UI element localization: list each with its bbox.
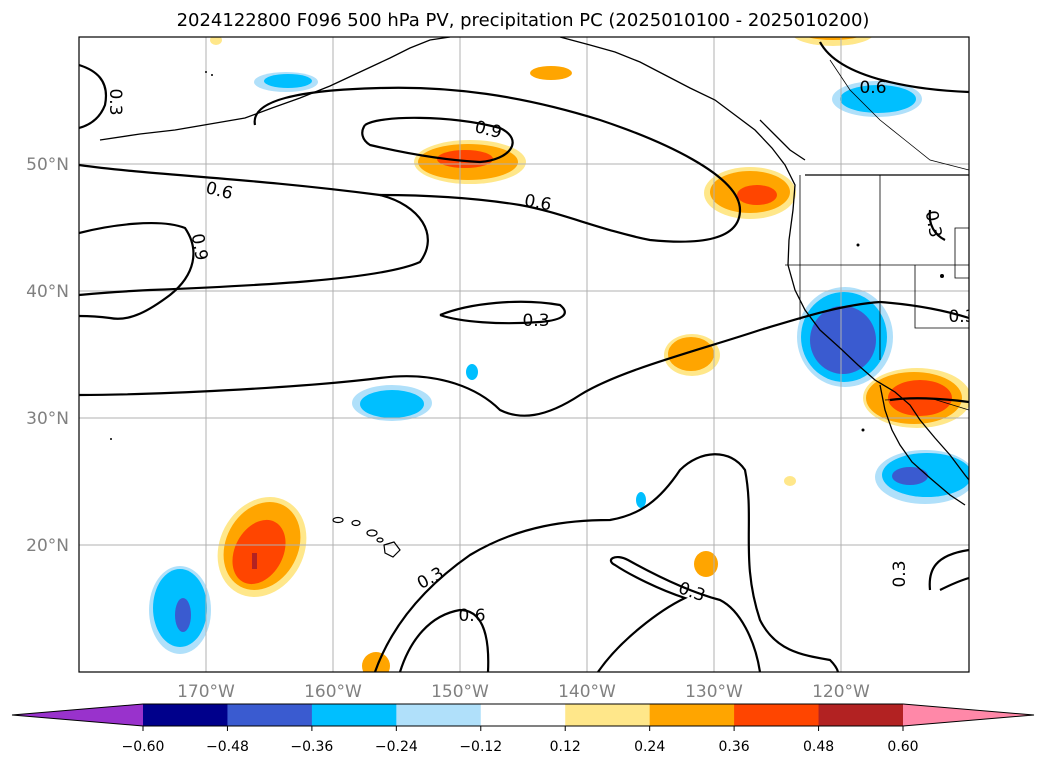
colorbar-tick-label: 0.60 <box>887 739 918 755</box>
colorbar-extend-min <box>12 704 143 726</box>
negative-precip-patch <box>832 81 922 117</box>
map-title: 2024122800 F096 500 hPa PV, precipitatio… <box>177 10 870 31</box>
positive-precip-patch <box>863 368 969 428</box>
lon-label: 120°W <box>812 682 870 702</box>
colorbar-tick-label: −0.12 <box>459 739 502 755</box>
colorbar-swatch <box>818 704 904 726</box>
lon-label: 130°W <box>685 682 743 702</box>
contour-label: 0.6 <box>523 191 553 215</box>
positive-precip-patch <box>694 551 718 577</box>
lon-label: 140°W <box>558 682 616 702</box>
positive-precip-patch <box>210 37 222 45</box>
lon-label: 150°W <box>431 682 489 702</box>
contour-label: 0.9 <box>187 232 211 262</box>
contour-label: 0.3 <box>890 560 910 587</box>
negative-precip-patch <box>636 492 646 508</box>
contour-label: 0.3 <box>105 88 125 115</box>
longitude-labels: 170°W 160°W 150°W 140°W 130°W 120°W <box>177 682 870 702</box>
colorbar-swatch <box>396 704 482 726</box>
colorbar-extend-max <box>903 704 1034 726</box>
precip-anomaly-shading <box>149 37 969 672</box>
small-islands <box>110 71 944 440</box>
map-frame <box>78 36 970 673</box>
colorbar-swatch <box>649 704 735 726</box>
lon-label: 160°W <box>304 682 362 702</box>
contour-label: 0.3 <box>522 311 549 331</box>
coastlines <box>99 37 969 506</box>
contour-label: 0.6 <box>458 606 485 626</box>
positive-precip-patch <box>217 497 307 597</box>
colorbar-tick-label: 0.36 <box>719 739 750 755</box>
colorbar-swatch <box>311 704 397 726</box>
lat-label: 20°N <box>26 536 69 556</box>
colorbar-tick-label: −0.36 <box>290 739 333 755</box>
colorbar-swatch <box>227 704 313 726</box>
positive-precip-patch <box>530 66 572 80</box>
hawaiian-islands <box>332 516 401 558</box>
negative-precip-patch <box>466 364 478 380</box>
colorbar-tick-label: 0.24 <box>634 739 665 755</box>
positive-precip-patch <box>784 476 796 486</box>
colorbar-swatch <box>143 704 228 726</box>
contour-label: 0.3 <box>948 307 975 327</box>
positive-precip-patch <box>793 37 873 46</box>
negative-precip-patch <box>875 450 969 504</box>
positive-precip-patch <box>362 652 390 672</box>
lat-label: 30°N <box>26 409 69 429</box>
colorbar-swatch <box>565 704 651 726</box>
negative-precip-patch <box>254 72 318 92</box>
graticule <box>79 37 969 672</box>
lat-label: 40°N <box>26 282 69 302</box>
lat-label: 50°N <box>26 155 69 175</box>
contour-label: 0.6 <box>859 78 886 98</box>
colorbar-tick-label: −0.24 <box>375 739 418 755</box>
colorbar-tick-label: 0.48 <box>803 739 834 755</box>
colorbar-swatch <box>480 704 566 726</box>
negative-precip-patch <box>352 385 432 421</box>
pv-contours <box>79 41 969 672</box>
colorbar-tick-label: −0.48 <box>206 739 249 755</box>
colorbar-swatch <box>734 704 820 726</box>
lon-label: 170°W <box>177 682 235 702</box>
colorbar: −0.60 −0.48 −0.36 −0.24 −0.12 0.12 0.24 0.36 0.4… <box>11 703 1035 755</box>
positive-precip-patch <box>664 334 720 376</box>
map-area: 0.3 0.6 0.9 0.6 0.6 0.9 0.3 0.3 0.6 0.3 … <box>79 37 975 672</box>
colorbar-tick-label: 0.12 <box>550 739 581 755</box>
colorbar-tick-label: −0.60 <box>122 739 165 755</box>
contour-label: 0.3 <box>921 209 945 239</box>
negative-precip-patch <box>149 566 211 654</box>
latitude-labels: 50°N 40°N 30°N 20°N <box>26 155 69 556</box>
positive-precip-patch <box>704 167 796 219</box>
